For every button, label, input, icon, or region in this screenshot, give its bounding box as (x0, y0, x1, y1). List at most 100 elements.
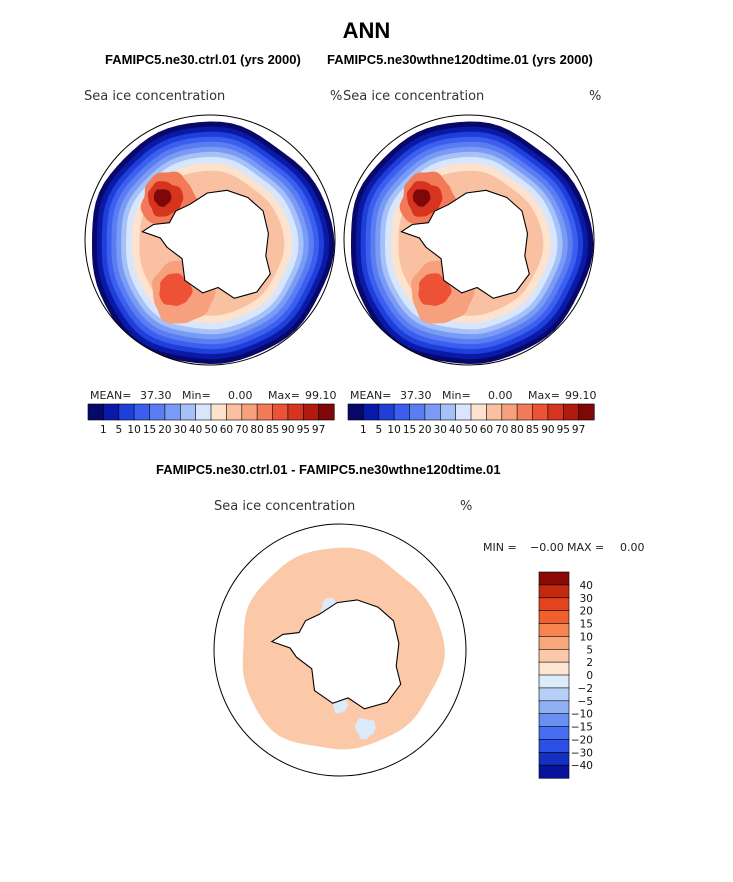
panel-3-colorbar-swatch (538, 764, 570, 779)
panel-1-colorbar-swatch (210, 403, 227, 421)
panel-3-colorbar-swatch (538, 571, 570, 586)
panel-1-colorbar-tick-label: 85 (266, 424, 279, 436)
panel-3-colorbar-tick-label: −40 (571, 760, 593, 772)
panel-1-colorbar-swatch (133, 403, 151, 421)
panel-3-min-value: −0.00 (530, 541, 564, 554)
panel-3-colorbar-swatch (538, 623, 570, 637)
panel-3-colorbar-tick-label: 10 (580, 631, 593, 643)
panel-3-colorbar-tick-label: 5 (586, 644, 593, 656)
panel-3-colorbar-tick-label: 20 (580, 606, 593, 618)
panel-1-weddell-sea-ice (153, 189, 172, 207)
panel-1-colorbar-tick-label: 70 (235, 424, 248, 436)
panel-1-colorbar-tick-label: 40 (189, 424, 202, 436)
panel-3-antarctica-coastline (270, 599, 402, 710)
panel-2-colorbar-swatch (532, 403, 549, 421)
panel-2-colorbar-tick-label: 80 (510, 424, 523, 436)
panel-3-colorbar-swatch (538, 661, 570, 676)
panel-1-colorbar-swatch (241, 403, 258, 421)
panel-1-colorbar-swatch (256, 403, 274, 421)
panel-3-title: FAMIPC5.ne30.ctrl.01 - FAMIPC5.ne30wthne… (156, 462, 501, 477)
panel-2-colorbar-tick-label: 50 (464, 424, 477, 436)
panel-2-units: % (589, 89, 602, 104)
panel-1-antarctica-coastline (141, 189, 271, 299)
panel-3-colorbar-swatch (538, 674, 570, 689)
panel-2-colorbar-swatch (455, 403, 472, 421)
panel-3-colorbar-swatch (538, 726, 570, 740)
panel-2-colorbar-swatch (516, 403, 534, 421)
panel-3-colorbar-tick-label: −5 (578, 696, 593, 708)
panel-2-colorbar-swatch (378, 403, 395, 421)
panel-1-colorbar-tick-label: 30 (174, 424, 187, 436)
panel-2-colorbar-swatch (547, 403, 564, 421)
panel-3-colorbar-tick-label: −2 (578, 683, 593, 695)
panel-1-colorbar-swatch (287, 403, 304, 421)
panel-3-colorbar-swatch (538, 597, 570, 612)
panel-2-colorbar-tick-label: 60 (480, 424, 493, 436)
panel-3-colorbar-tick-label: 0 (586, 670, 593, 682)
panel-2-colorbar-tick-label: 70 (495, 424, 508, 436)
panel-2-mean-value: 37.30 (400, 389, 432, 402)
panel-1-colorbar-swatch (180, 403, 197, 421)
panel-1-colorbar-swatch (87, 403, 104, 421)
panel-3-colorbar-swatch (538, 584, 570, 599)
panel-2-field (344, 115, 594, 365)
panel-1-colorbar-swatch (103, 403, 120, 421)
panel-3-variable: Sea ice concentration (214, 499, 356, 514)
panel-1-colorbar-swatch (118, 403, 135, 421)
panel-2-colorbar: 1 5 10 15 20 30 40 50 60 70 80 85 90 95 97 (347, 403, 595, 436)
panel-2-weddell-sea-ice (412, 189, 431, 207)
panel-3-colorbar-swatch (538, 739, 570, 753)
panel-1-colorbar-tick-label: 5 (115, 424, 122, 436)
panel-2-colorbar-tick-label: 85 (526, 424, 539, 436)
panel-1-field (85, 115, 335, 365)
panel-2-mean-label: MEAN= (350, 389, 392, 402)
panel-3-colorbar-tick-label: 15 (580, 619, 593, 631)
panel-3-colorbar-swatch (538, 687, 570, 702)
panel-2-map-border (343, 114, 595, 366)
panel-2-colorbar-tick-label: 90 (541, 424, 554, 436)
panel-1-colorbar-tick-label: 10 (127, 424, 140, 436)
panel-2-colorbar-tick-label: 1 (360, 424, 367, 436)
panel-2-colorbar-tick-label: 30 (434, 424, 447, 436)
panel-3-map-border (213, 523, 467, 777)
panel-2-ross-sea-ice (418, 273, 452, 306)
panel-1-colorbar-swatch (272, 403, 289, 421)
panel-2-colorbar-swatch (578, 403, 595, 421)
panel-2-colorbar-tick-label: 40 (449, 424, 462, 436)
panel-2-colorbar-tick-label: 95 (557, 424, 570, 436)
panel-2-min-label: Min= (442, 389, 471, 402)
panel-1-colorbar-tick-label: 20 (158, 424, 171, 436)
panel-3-colorbar-swatch (538, 751, 570, 766)
panel-1-colorbar: 1 5 10 15 20 30 40 50 60 70 80 85 90 95 97 (87, 403, 335, 436)
panel-1-colorbar-swatch (149, 403, 166, 421)
panel-2-colorbar-swatch (562, 403, 580, 421)
panel-2-colorbar-tick-label: 15 (403, 424, 416, 436)
panel-3-min-label: MIN = (483, 541, 517, 554)
panel-1-colorbar-tick-label: 80 (250, 424, 263, 436)
panel-1-colorbar-tick-label: 15 (143, 424, 156, 436)
panel-1-ross-sea-ice (159, 273, 193, 306)
panel-1-max-label: Max= (268, 389, 300, 402)
panel-2-map (343, 114, 595, 366)
panel-1-colorbar-swatch (302, 403, 320, 421)
panel-1-min-value: 0.00 (228, 389, 253, 402)
panel-2-antarctica-coastline (400, 189, 530, 299)
panel-2-colorbar-swatch (393, 403, 411, 421)
panel-3-colorbar-tick-label: 2 (586, 657, 593, 669)
panel-2-colorbar-swatch (363, 403, 380, 421)
panel-3-colorbar-tick-label: −10 (571, 709, 593, 721)
panel-3-max-value: 0.00 (620, 541, 645, 554)
panel-3-colorbar-swatch (538, 648, 570, 663)
panel-2-colorbar-swatch (424, 403, 441, 421)
panel-3-units: % (460, 499, 473, 514)
panel-3-colorbar-tick-label: 40 (580, 580, 593, 592)
panel-1-colorbar-swatch (318, 403, 335, 421)
panel-1-colorbar-tick-label: 50 (204, 424, 217, 436)
panel-1-colorbar-tick-label: 95 (297, 424, 310, 436)
panel-3-field (214, 524, 466, 776)
panel-1-units: % (330, 89, 343, 104)
main-title: ANN (342, 18, 391, 43)
panel-3-colorbar-swatch (538, 636, 570, 650)
panel-1-colorbar-tick-label: 60 (220, 424, 233, 436)
